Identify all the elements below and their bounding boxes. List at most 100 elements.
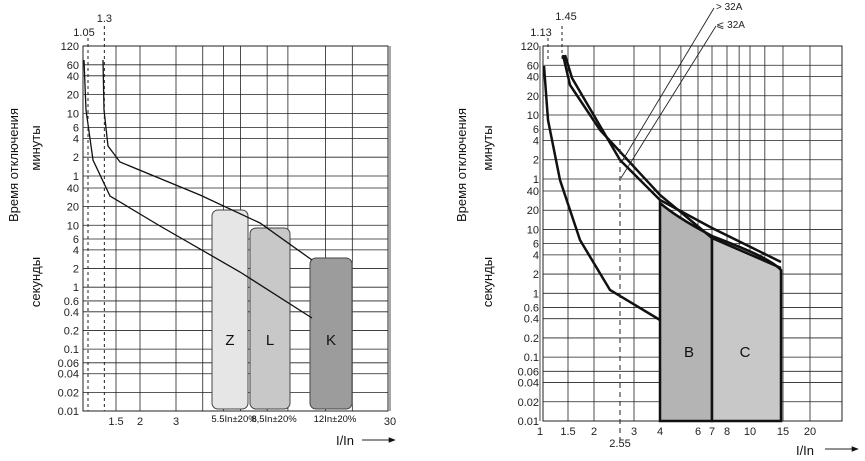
y-tick-minute-label: 6 <box>73 122 79 134</box>
zone-current-label-K: 12In±20% <box>314 414 357 425</box>
y-tick-minute-label: 2 <box>533 155 539 167</box>
annotation-under-32A: ⩽ 32A <box>716 20 745 31</box>
x-tick-label: 3 <box>631 426 637 438</box>
y-tick-second-label: 0.4 <box>64 307 79 319</box>
annotation-over-32A: > 32A <box>716 2 743 13</box>
y-axis-title: Время отключения <box>6 108 21 222</box>
y-tick-second-label: 20 <box>67 202 79 214</box>
y-tick-second-label: 0.04 <box>58 369 79 381</box>
zone-L <box>249 227 291 410</box>
zone-label-B: B <box>684 344 694 361</box>
y-tick-second-label: 40 <box>67 183 79 195</box>
y-tick-second-label: 6 <box>73 234 79 246</box>
y-tick-second-label: 40 <box>527 186 539 198</box>
y-tick-second-label: 0.06 <box>58 358 79 370</box>
x-top-mark-label: 1.13 <box>530 27 551 39</box>
x-tick-label: 1.5 <box>108 416 123 428</box>
y-tick-second-label: 0.02 <box>518 397 539 409</box>
zone-C <box>710 234 783 423</box>
y-tick-second-label: 0.01 <box>58 406 79 418</box>
y-tick-minute-label: 2 <box>73 152 79 164</box>
y-axis-seconds-label: секунды <box>480 257 495 307</box>
curves-layer <box>83 54 782 322</box>
zone-label-Z: Z <box>225 332 234 349</box>
x-top-mark-label: 1.45 <box>555 11 576 23</box>
y-tick-minute-label: 1 <box>533 174 539 186</box>
x-tick-label: 15 <box>777 426 789 438</box>
x-tick-label: 10 <box>744 426 756 438</box>
x-tick-label: 1.5 <box>560 426 575 438</box>
x-tick-label: 2 <box>591 426 597 438</box>
y-axis-minutes-label: минуты <box>480 125 495 170</box>
y-tick-minute-label: 4 <box>73 133 79 145</box>
x-extra-mark-label: 2.55 <box>609 438 630 450</box>
y-tick-second-label: 2 <box>73 264 79 276</box>
y-tick-minute-label: 60 <box>67 60 79 72</box>
y-tick-second-label: 0.02 <box>58 387 79 399</box>
x-tick-label: 6 <box>695 426 701 438</box>
y-tick-second-label: 10 <box>67 220 79 232</box>
y-tick-second-label: 0.1 <box>524 352 539 364</box>
y-tick-minute-label: 20 <box>527 91 539 103</box>
annotation-leader-2 <box>620 25 717 179</box>
zone-B <box>658 200 714 423</box>
y-tick-second-label: 0.6 <box>64 296 79 308</box>
y-tick-second-label: 0.4 <box>524 314 539 326</box>
y-axis-seconds-label: секунды <box>28 257 43 307</box>
zones-layer <box>211 200 783 423</box>
y-tick-minute-label: 10 <box>527 110 539 122</box>
y-tick-second-label: 4 <box>533 250 539 262</box>
x-tick-label: 30 <box>384 416 396 428</box>
y-tick-minute-label: 20 <box>67 90 79 102</box>
y-tick-second-label: 0.6 <box>524 302 539 314</box>
x-tick-label: 1 <box>537 426 543 438</box>
y-tick-minute-label: 40 <box>67 71 79 83</box>
y-tick-minute-label: 120 <box>61 41 79 53</box>
zone-Z <box>211 209 249 410</box>
y-tick-second-label: 10 <box>527 224 539 236</box>
y-tick-second-label: 0.06 <box>518 366 539 378</box>
x-tick-label: 4 <box>657 426 663 438</box>
y-tick-minute-label: 6 <box>533 124 539 136</box>
y-tick-second-label: 0.1 <box>64 344 79 356</box>
y-tick-second-label: 2 <box>533 269 539 281</box>
y-tick-minute-label: 4 <box>533 135 539 147</box>
y-tick-second-label: 1 <box>533 288 539 300</box>
y-axis-title: Время отключения <box>454 108 469 222</box>
y-tick-minute-label: 120 <box>521 41 539 53</box>
x-tick-label: 3 <box>173 416 179 428</box>
x-top-mark-label: 1.3 <box>97 13 112 25</box>
y-tick-second-label: 0.01 <box>518 416 539 428</box>
y-tick-second-label: 0.2 <box>524 333 539 345</box>
y-tick-minute-label: 60 <box>527 60 539 72</box>
zone-label-L: L <box>266 332 274 349</box>
zone-K <box>309 257 353 410</box>
y-tick-minute-label: 1 <box>73 171 79 183</box>
labels-layer: 12060402010642140201064210.60.40.20.10.0… <box>6 2 859 458</box>
y-tick-second-label: 0.2 <box>64 325 79 337</box>
zone-current-label-Z: 5.5In±20% <box>211 414 257 425</box>
x-tick-label: 8 <box>724 426 730 438</box>
y-tick-second-label: 1 <box>73 282 79 294</box>
x-axis-title: I/In <box>336 433 354 448</box>
x-top-mark-label: 1.05 <box>73 27 94 39</box>
y-axis-minutes-label: минуты <box>28 125 43 170</box>
x-tick-label: 2 <box>137 416 143 428</box>
y-tick-second-label: 20 <box>527 205 539 217</box>
trip-curve-lower <box>83 59 313 319</box>
x-tick-label: 20 <box>804 426 816 438</box>
trip-curve-upper-2 <box>563 54 782 264</box>
trip-curve-B-lower <box>542 65 661 322</box>
y-tick-minute-label: 40 <box>527 72 539 84</box>
zone-label-K: K <box>326 332 336 349</box>
annotation-leader-1 <box>620 7 715 164</box>
x-tick-label: 7 <box>709 426 715 438</box>
x-axis-title: I/In <box>796 443 814 458</box>
y-tick-minute-label: 10 <box>67 108 79 120</box>
zone-current-label-L: 8,5In±20% <box>251 414 297 425</box>
zone-label-C: C <box>740 344 751 361</box>
y-tick-second-label: 6 <box>533 239 539 251</box>
y-tick-second-label: 4 <box>73 245 79 257</box>
trip-curve-upper-1 <box>561 54 782 270</box>
